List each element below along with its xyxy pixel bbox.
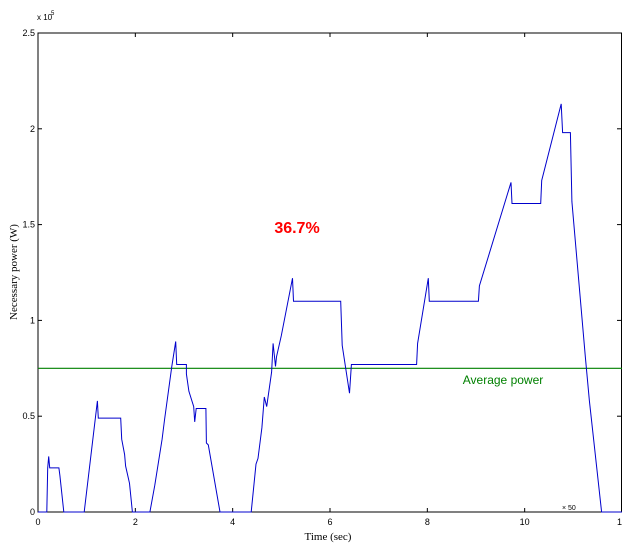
y-tick-label: 2.5 [22,28,35,38]
y-tick-label: 1 [30,315,35,325]
y-tick-label: 0.5 [22,411,35,421]
average-power-label: Average power [463,373,544,387]
x-tick-label: 2 [133,517,138,527]
x-axis-label: Time (sec) [305,531,352,543]
y-multiplier-label: x 10 [37,13,53,22]
percentage-annotation: 36.7% [274,220,319,237]
x-tick-label: 0 [35,517,40,527]
x-tick-label: 10 [520,517,530,527]
x-tick-label: 6 [327,517,332,527]
y-multiplier-exponent: 5 [51,11,55,17]
x-tick-label: 8 [425,517,430,527]
y-tick-label: 1.5 [22,220,35,230]
x-tick-label: 4 [230,517,235,527]
y-axis-label: Necessary power (W) [8,224,20,320]
axes-layer: 0 2 4 6 8 10 12 0 0.5 1 1.5 2 2.5 [22,28,622,527]
y-tick-label: 2 [30,124,35,134]
x-tick-label: 12 [617,517,622,527]
y-tick-label: 0 [30,507,35,517]
plot-frame [37,32,622,513]
power-series-line [38,103,622,513]
x-multiplier-label: × 50 [562,505,576,512]
series-layer [38,103,622,513]
